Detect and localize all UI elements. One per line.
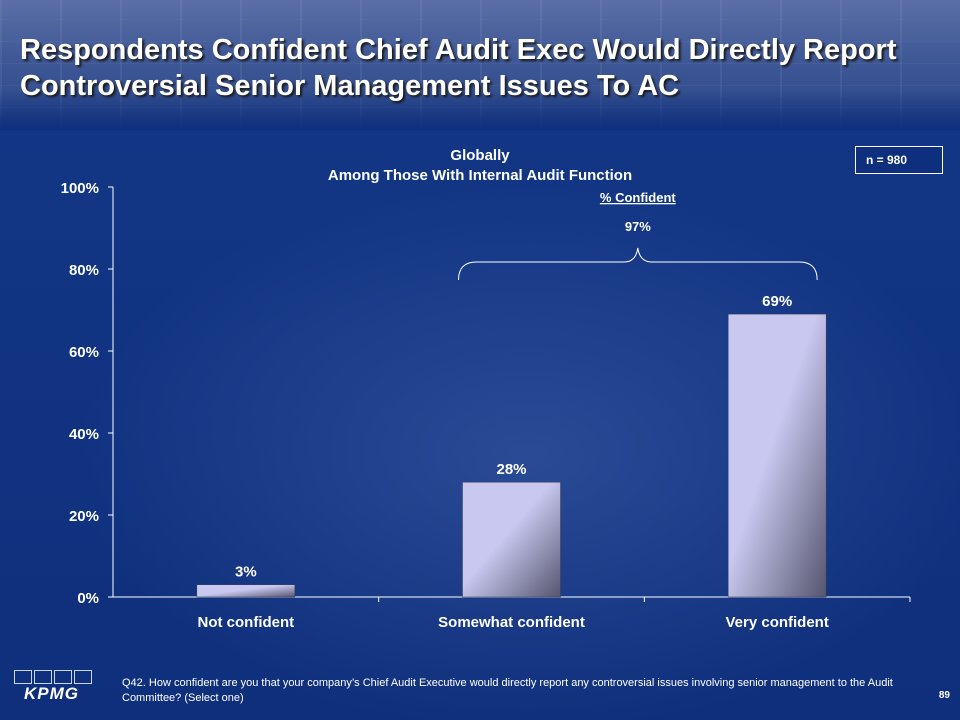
question-footnote: Q42. How confident are you that your com… (122, 677, 893, 704)
x-category-label: Somewhat confident (438, 614, 585, 631)
y-tick-label: 20% (69, 508, 99, 525)
x-category-label: Very confident (725, 614, 828, 631)
header-banner (0, 0, 960, 130)
page-title: Respondents Confident Chief Audit Exec W… (20, 34, 897, 102)
bar (462, 481, 561, 598)
kpmg-logo: KPMG (14, 664, 98, 708)
y-tick-label: 80% (69, 262, 99, 279)
page-number: 89 (938, 690, 950, 701)
confidence-annotation: % Confident 97% (458, 190, 818, 281)
y-tick-label: 100% (61, 180, 99, 197)
y-tick-label: 60% (69, 344, 99, 361)
y-tick-label: 0% (77, 590, 99, 607)
logo-boxes (14, 670, 92, 684)
bar (196, 584, 296, 598)
chart-title: Globally (450, 147, 510, 164)
annotation-value: 97% (625, 219, 651, 234)
logo-text: KPMG (24, 684, 79, 703)
bar-value-label: 28% (496, 461, 526, 478)
sample-size-box: n = 980 (855, 146, 943, 174)
chart-title-block: Globally Among Those With Internal Audit… (240, 146, 720, 186)
bar (727, 313, 827, 598)
chart-bars: 3% Not confident 28% Somewhat confident 69% V… (196, 293, 829, 631)
x-category-label: Not confident (198, 614, 295, 631)
header-fade (0, 90, 960, 130)
y-tick-label: 40% (69, 426, 99, 443)
bar-value-label: 3% (235, 564, 257, 581)
bar-value-label: 69% (762, 293, 792, 310)
annotation-brace (458, 247, 818, 281)
annotation-label: % Confident (600, 190, 676, 205)
chart-subtitle: Among Those With Internal Audit Function (327, 167, 633, 184)
